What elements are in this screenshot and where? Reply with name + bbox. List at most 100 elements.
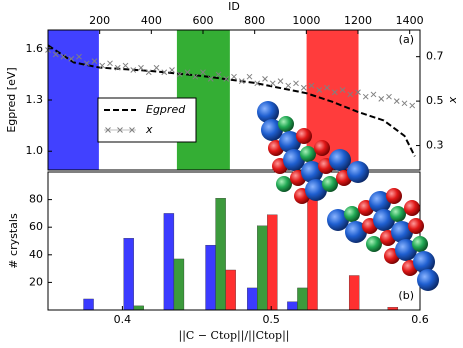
x-marker (176, 71, 183, 78)
atom (404, 200, 420, 216)
x-marker (339, 87, 346, 93)
x-marker (76, 53, 82, 60)
atom (283, 149, 305, 171)
atom (327, 209, 349, 231)
x-tick-label: 0.4 (114, 313, 132, 326)
x-tick-label: 600 (193, 14, 214, 27)
atom (366, 236, 382, 252)
x-tick-label: 1000 (292, 14, 320, 27)
y-axis-title: Egpred [eV] (5, 67, 18, 132)
bar (163, 213, 175, 311)
y2-tick-label: 0.7 (426, 50, 444, 63)
x-marker (324, 84, 330, 91)
x-marker (207, 76, 214, 82)
x-marker (393, 98, 400, 104)
atom (261, 119, 283, 141)
x-axis-title: ID (228, 0, 240, 13)
x-marker (52, 51, 59, 58)
panel-label: (a) (399, 33, 414, 46)
atom (329, 149, 351, 171)
atom (345, 221, 367, 243)
x-marker (138, 64, 144, 71)
y-tick-label: 1.0 (26, 144, 44, 157)
legend-label: x (145, 123, 153, 136)
x-marker (347, 91, 354, 98)
atom (369, 191, 391, 213)
bar (215, 198, 226, 311)
y-tick-label: 80 (29, 193, 43, 206)
x-axis-title: ||C − Ctop||/||Ctop|| (179, 329, 290, 343)
x-marker (386, 93, 392, 100)
bar (297, 287, 308, 311)
x-marker (83, 60, 90, 67)
y-tick-label: 1.6 (26, 42, 44, 55)
bar (225, 269, 236, 311)
atom (408, 218, 424, 234)
y-axis-title: # crystals (7, 213, 20, 269)
atom (395, 239, 417, 261)
x-tick-label: 0.6 (411, 313, 429, 326)
atom (278, 116, 294, 132)
atom (391, 221, 413, 243)
x-marker (130, 67, 137, 73)
bar (173, 258, 185, 311)
x-tick-label: 0.5 (262, 313, 280, 326)
y2-axis-title: x (446, 96, 459, 104)
y-tick-label: 20 (29, 275, 43, 288)
x-marker (223, 76, 230, 82)
x-marker (277, 78, 284, 84)
bar (287, 301, 298, 311)
bar (348, 275, 360, 311)
x-marker (331, 89, 338, 96)
x-marker (238, 78, 245, 84)
atom (390, 206, 406, 222)
bar (257, 225, 268, 311)
x-tick-label: 400 (141, 14, 162, 27)
y2-tick-label: 0.3 (426, 139, 444, 152)
atom (279, 131, 301, 153)
x-marker (192, 73, 199, 80)
x-marker (409, 102, 416, 109)
x-marker (215, 71, 222, 78)
x-tick-label: 1200 (344, 14, 372, 27)
atom (412, 236, 428, 252)
atom (322, 176, 338, 192)
x-marker (293, 80, 299, 87)
atom (314, 140, 330, 156)
x-marker (285, 82, 292, 89)
x-marker (161, 69, 168, 76)
x-marker (231, 73, 237, 80)
x-marker (91, 58, 98, 64)
x-marker (68, 56, 75, 62)
y2-tick-label: 0.5 (426, 94, 444, 107)
x-marker (378, 96, 385, 102)
crystal-structure-image (257, 101, 439, 291)
x-marker (99, 62, 106, 69)
atom (373, 209, 395, 231)
x-marker (401, 100, 408, 107)
atom (305, 179, 327, 201)
panel-label: (b) (398, 289, 414, 302)
bar (133, 305, 144, 311)
legend-label: Egpred (146, 103, 186, 116)
x-marker (246, 73, 253, 80)
bar (307, 185, 318, 311)
atom (344, 206, 360, 222)
bar (205, 244, 216, 311)
x-marker (107, 60, 113, 67)
x-marker (122, 62, 129, 69)
x-marker (362, 93, 369, 100)
x-marker (184, 69, 191, 76)
x-marker (153, 64, 160, 71)
y-tick-label: 1.3 (26, 93, 44, 106)
bar (247, 287, 258, 311)
atom (386, 188, 402, 204)
x-marker (169, 67, 175, 73)
bar (267, 214, 278, 311)
atom (300, 146, 316, 162)
atom (296, 128, 312, 144)
x-marker (262, 76, 268, 82)
atom (413, 251, 435, 273)
x-marker (145, 69, 152, 76)
